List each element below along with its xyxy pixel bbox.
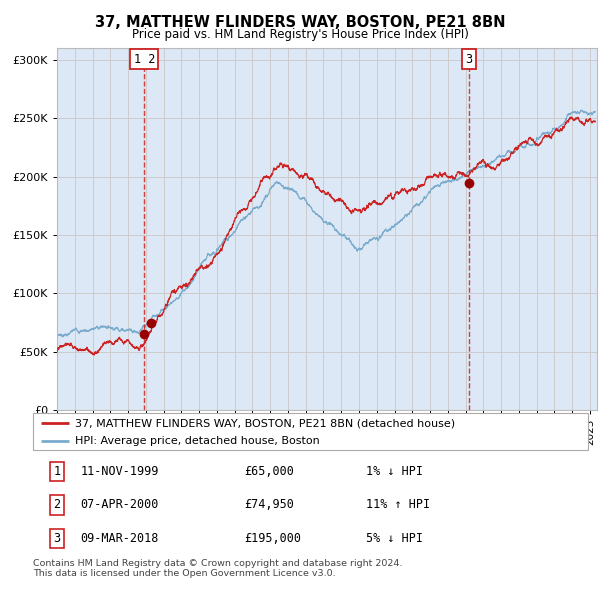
Text: 11-NOV-1999: 11-NOV-1999 <box>80 465 158 478</box>
Text: 2: 2 <box>53 499 61 512</box>
FancyBboxPatch shape <box>33 413 588 450</box>
Text: 1% ↓ HPI: 1% ↓ HPI <box>366 465 423 478</box>
Text: 5% ↓ HPI: 5% ↓ HPI <box>366 532 423 545</box>
Text: 1 2: 1 2 <box>134 53 155 65</box>
Text: This data is licensed under the Open Government Licence v3.0.: This data is licensed under the Open Gov… <box>33 569 335 578</box>
Text: 1: 1 <box>53 465 61 478</box>
Text: 11% ↑ HPI: 11% ↑ HPI <box>366 499 430 512</box>
Text: 07-APR-2000: 07-APR-2000 <box>80 499 158 512</box>
Text: Price paid vs. HM Land Registry's House Price Index (HPI): Price paid vs. HM Land Registry's House … <box>131 28 469 41</box>
Text: 09-MAR-2018: 09-MAR-2018 <box>80 532 158 545</box>
Text: 3: 3 <box>53 532 61 545</box>
Text: £74,950: £74,950 <box>244 499 294 512</box>
Text: 37, MATTHEW FLINDERS WAY, BOSTON, PE21 8BN: 37, MATTHEW FLINDERS WAY, BOSTON, PE21 8… <box>95 15 505 30</box>
Text: HPI: Average price, detached house, Boston: HPI: Average price, detached house, Bost… <box>74 435 319 445</box>
Text: Contains HM Land Registry data © Crown copyright and database right 2024.: Contains HM Land Registry data © Crown c… <box>33 559 403 568</box>
Text: 37, MATTHEW FLINDERS WAY, BOSTON, PE21 8BN (detached house): 37, MATTHEW FLINDERS WAY, BOSTON, PE21 8… <box>74 418 455 428</box>
Text: 3: 3 <box>465 53 472 65</box>
Text: £65,000: £65,000 <box>244 465 294 478</box>
Text: £195,000: £195,000 <box>244 532 301 545</box>
